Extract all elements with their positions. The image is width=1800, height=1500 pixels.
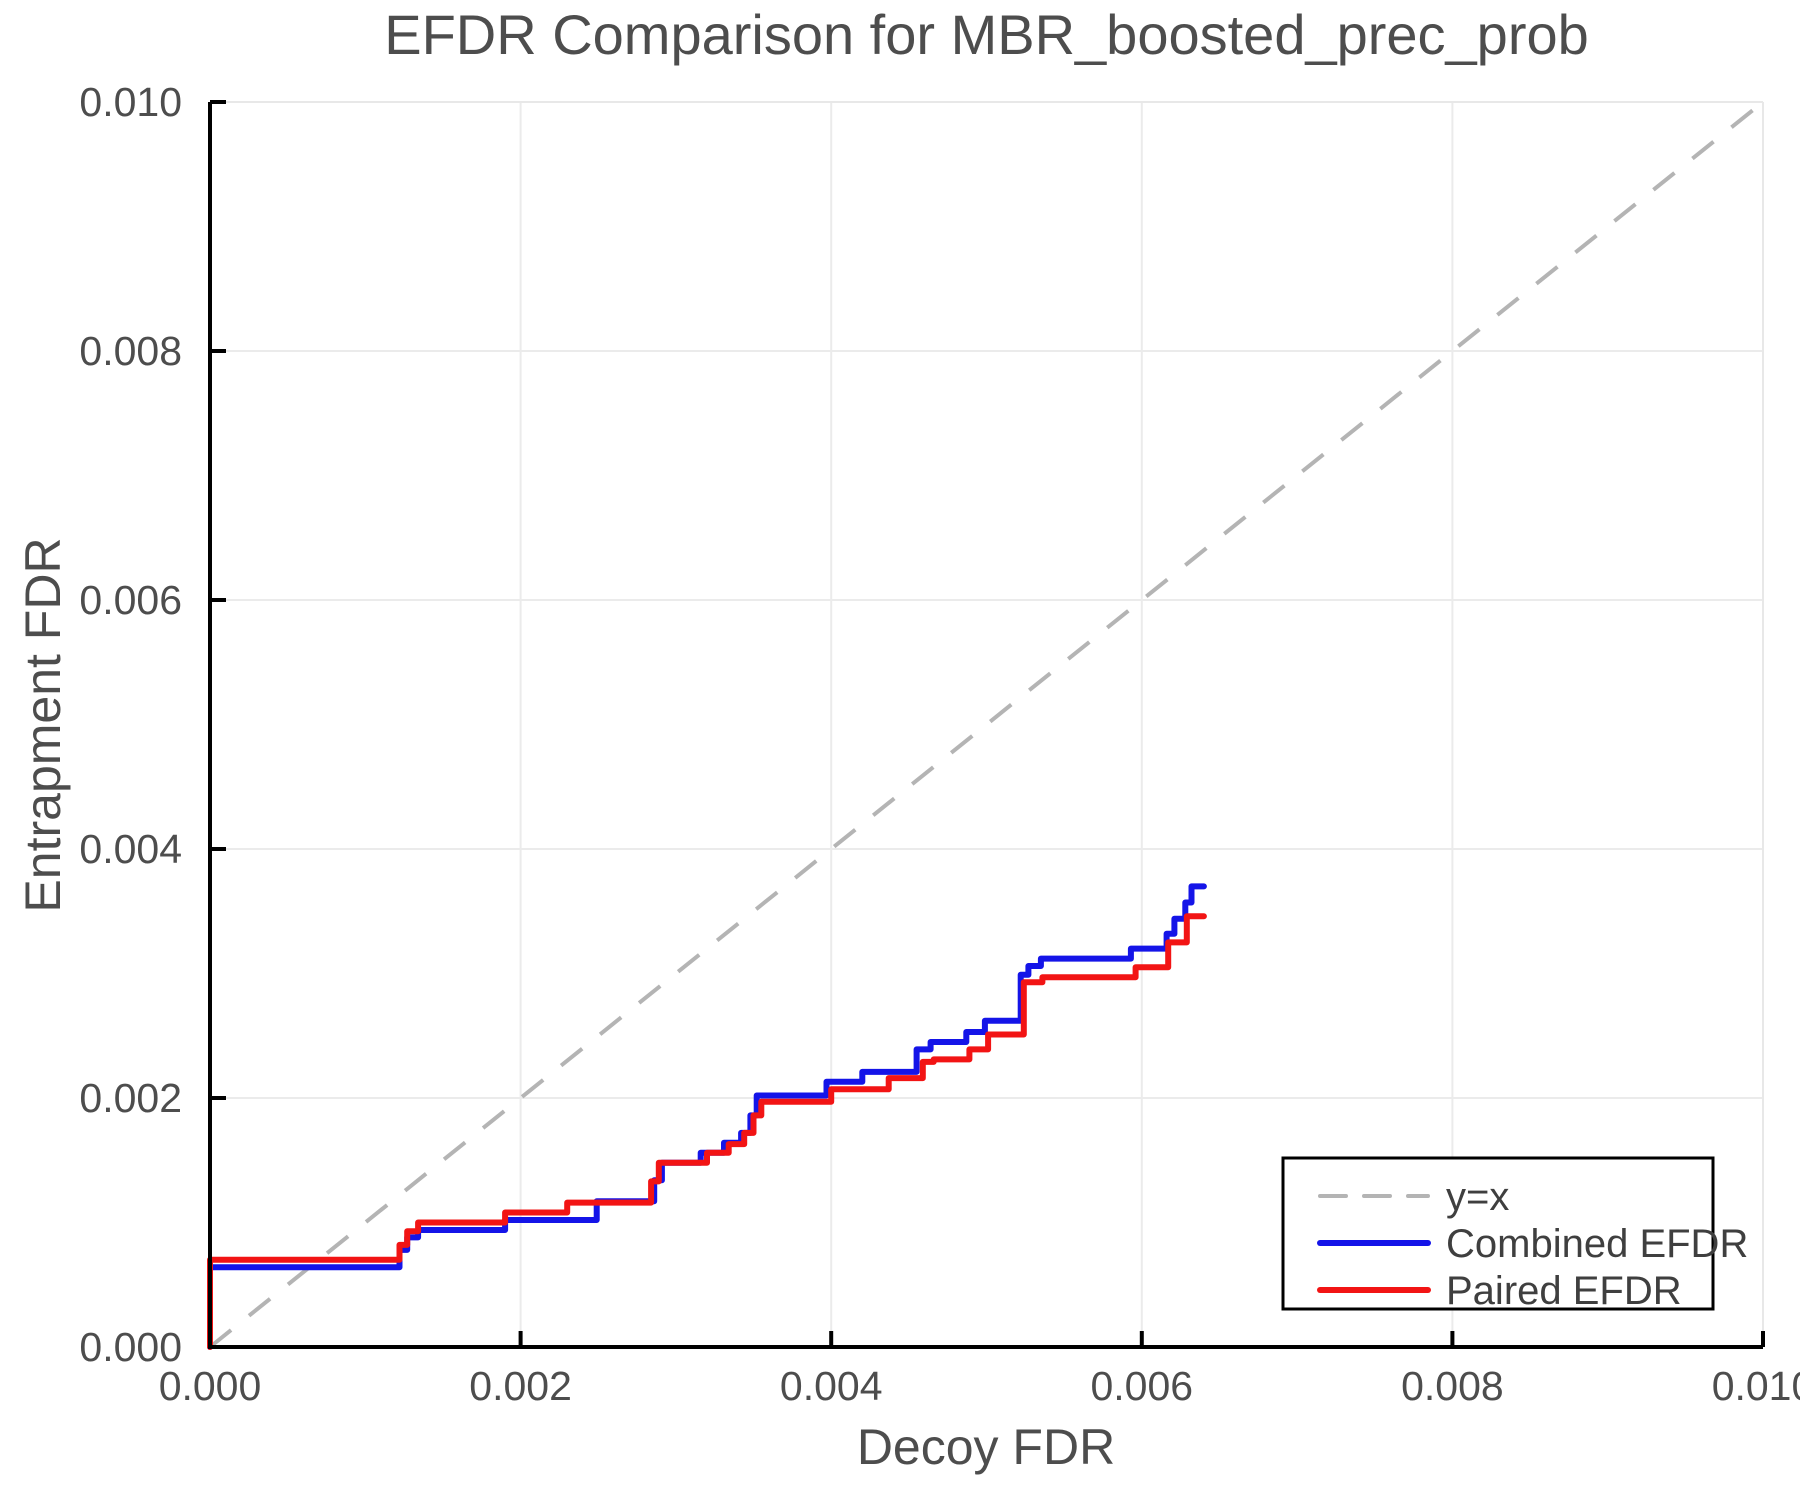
y-tick-label: 0.006 (79, 577, 182, 623)
y-tick-label: 0.000 (79, 1324, 182, 1370)
identity-line (208, 100, 1765, 1349)
x-tick-label: 0.008 (1401, 1363, 1504, 1409)
series-line-combined-efdr (207, 883, 1207, 1350)
x-axis-title: Decoy FDR (856, 1419, 1116, 1475)
gridlines (210, 101, 1764, 1347)
x-tick-label: 0.002 (469, 1363, 572, 1409)
legend-box (1281, 1156, 1715, 1311)
y-axis-title: Entrapment FDR (15, 537, 71, 913)
legend-label: Paired EFDR (1446, 1269, 1682, 1313)
x-tick-label: 0.010 (1712, 1363, 1800, 1409)
axes: 0.000 0.002 0.004 0.006 0.008 0.010 0.000 0.002… (79, 79, 1800, 1409)
series-line-paired-efdr (207, 913, 1207, 1350)
x-tick-label: 0.000 (159, 1363, 262, 1409)
legend-label: Combined EFDR (1446, 1222, 1748, 1266)
x-tick-label: 0.006 (1090, 1363, 1193, 1409)
x-tick-label: 0.004 (780, 1363, 883, 1409)
legend-label: y=x (1446, 1175, 1509, 1219)
y-tick-label: 0.002 (79, 1075, 182, 1121)
y-tick-label: 0.008 (79, 328, 182, 374)
y-tick-label: 0.010 (79, 79, 182, 125)
y-tick-label: 0.004 (79, 826, 182, 872)
chart-title: EFDR Comparison for MBR_boosted_prec_pro… (384, 3, 1589, 66)
